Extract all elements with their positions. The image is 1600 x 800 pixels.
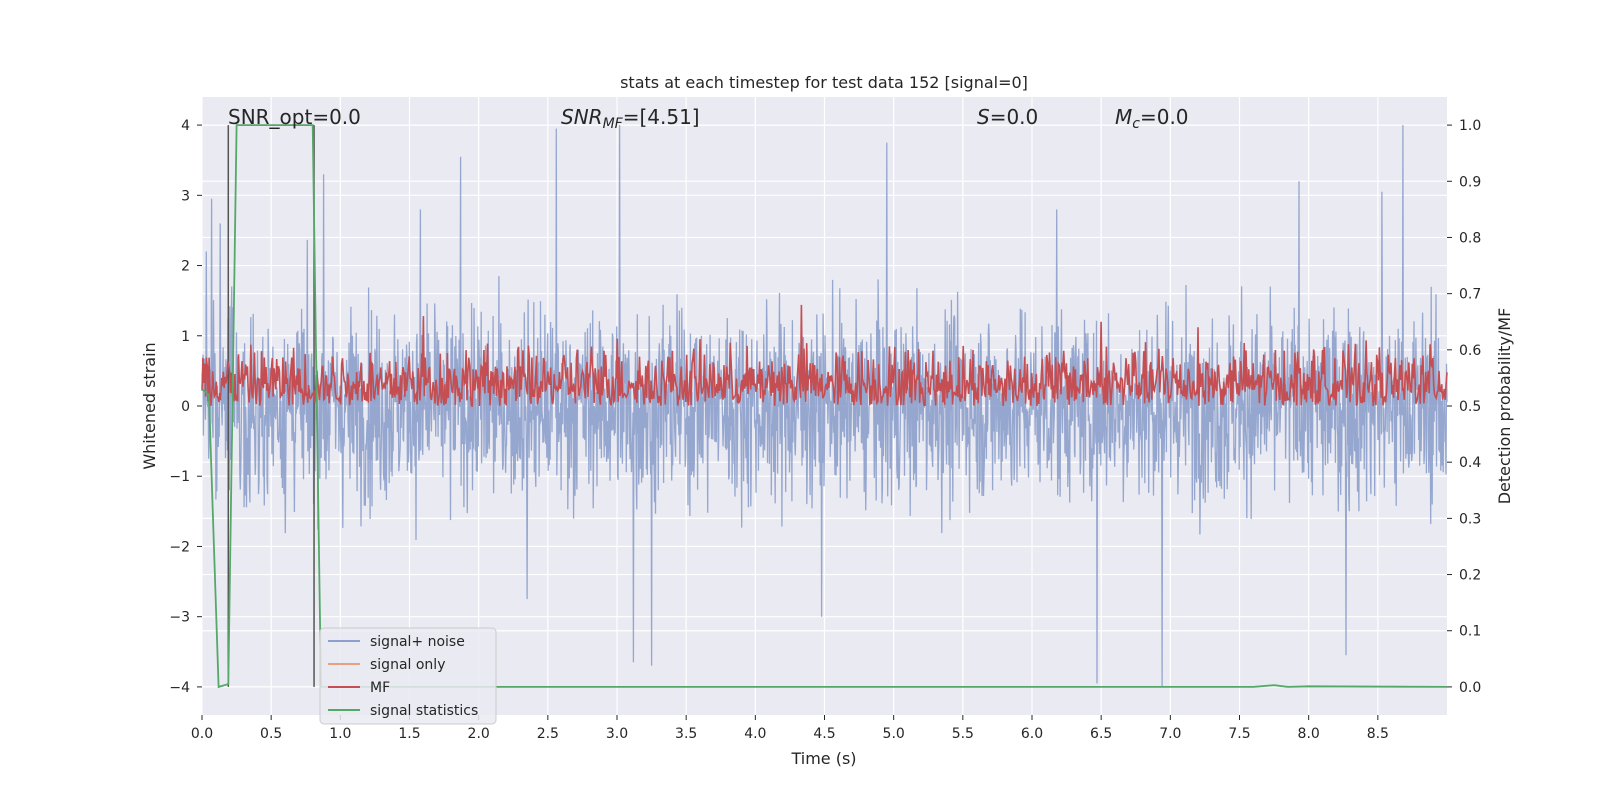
y-tick-label: 3 [181, 188, 190, 204]
x-tick-label: 8.5 [1367, 726, 1389, 742]
y-tick-label: 2 [181, 259, 190, 275]
y-right-tick-label: 0.0 [1459, 680, 1481, 696]
x-tick-label: 0.0 [191, 726, 213, 742]
y-right-tick-label: 0.8 [1459, 230, 1481, 246]
y-right-tick-label: 0.6 [1459, 343, 1481, 359]
x-tick-label: 0.5 [260, 726, 282, 742]
snr-mf-annotation: SNRMF=[4.51] [561, 105, 700, 132]
chart-title: stats at each timestep for test data 152… [620, 73, 1028, 92]
y-right-tick-label: 0.9 [1459, 174, 1481, 190]
s-annotation: S=0.0 [977, 105, 1038, 129]
snr-opt-annotation: SNR_opt=0.0 [228, 105, 361, 129]
x-tick-label: 5.5 [952, 726, 974, 742]
x-tick-label: 7.0 [1159, 726, 1181, 742]
s-value: =0.0 [990, 105, 1039, 129]
x-tick-label: 6.0 [1021, 726, 1043, 742]
annotations: SNR_opt=0.0 SNRMF=[4.51] S=0.0 Mc=0.0 [228, 105, 1189, 132]
legend-box [319, 627, 497, 725]
y-tick-label: 0 [181, 399, 190, 415]
y-tick-label: 1 [181, 329, 190, 345]
s-name: S [977, 105, 990, 129]
legend-label-signal-statistics: signal statistics [370, 703, 478, 719]
signal-statistics-line [201, 124, 1448, 689]
x-tick-label: 1.0 [329, 726, 351, 742]
x-tick-label: 5.0 [883, 726, 905, 742]
mc-annotation: Mc=0.0 [1115, 105, 1189, 132]
y-right-tick-label: 0.5 [1459, 399, 1481, 415]
y-right-tick-label: 0.2 [1459, 568, 1481, 584]
mf-line [201, 304, 1448, 408]
y-tick-label: −2 [169, 539, 190, 555]
y-right-tick-label: 0.7 [1459, 287, 1481, 303]
x-tick-label: 2.0 [468, 726, 490, 742]
x-tick-label: 8.0 [1298, 726, 1320, 742]
ticks: 0.0 0.5 1.0 1.5 2.0 2.5 3.0 3.5 4.0 4.5 5.0 5.5 6.0 6… [169, 118, 1481, 742]
snr-mf-sub: MF [603, 116, 624, 132]
x-tick-label: 6.5 [1090, 726, 1112, 742]
y-right-axis-label: Detection probability/MF [1495, 308, 1514, 505]
x-tick-label: 7.5 [1228, 726, 1250, 742]
legend: signal+ noise signal only MF signal stat… [319, 627, 497, 725]
y-right-tick-label: 0.3 [1459, 511, 1481, 527]
y-right-tick-label: 0.4 [1459, 455, 1481, 471]
x-axis-label: Time (s) [790, 749, 856, 768]
y-axis-label: Whitened strain [140, 342, 159, 469]
legend-label-signal-only: signal only [370, 657, 445, 673]
x-tick-label: 1.5 [398, 726, 420, 742]
y-tick-label: −1 [169, 469, 190, 485]
series-layer [201, 124, 1448, 689]
y-right-tick-label: 0.1 [1459, 624, 1481, 640]
mc-value: =0.0 [1140, 105, 1189, 129]
y-tick-label: 4 [181, 118, 190, 134]
x-tick-label: 2.5 [537, 726, 559, 742]
snr-mf-value: =[4.51] [623, 105, 700, 129]
y-tick-label: −4 [169, 680, 190, 696]
legend-label-mf: MF [370, 680, 390, 696]
mc-sub: c [1132, 116, 1140, 132]
x-tick-label: 4.5 [813, 726, 835, 742]
x-tick-label: 3.5 [675, 726, 697, 742]
y-right-tick-label: 1.0 [1459, 118, 1481, 134]
snr-mf-name: SNR [561, 105, 603, 129]
y-tick-label: −3 [169, 610, 190, 626]
x-tick-label: 4.0 [744, 726, 766, 742]
x-tick-label: 3.0 [606, 726, 628, 742]
mc-name: M [1115, 105, 1132, 129]
legend-label-signal-noise: signal+ noise [370, 634, 465, 650]
